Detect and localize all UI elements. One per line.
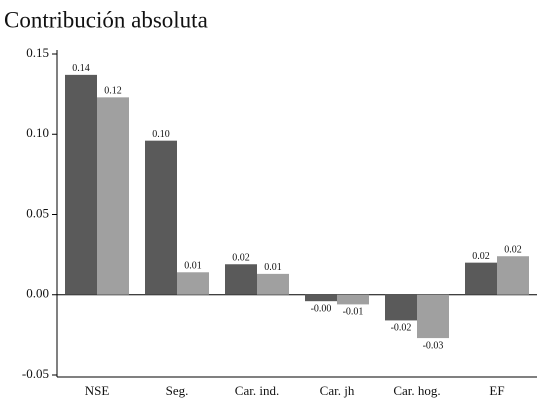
x-tick-label: Car. ind. — [235, 383, 279, 398]
value-label: -0.00 — [311, 303, 332, 314]
y-tick-label: 0.05 — [26, 205, 49, 220]
bar — [337, 294, 369, 305]
value-label: -0.01 — [343, 307, 364, 318]
bar — [257, 273, 289, 295]
bar — [465, 262, 497, 295]
value-label: 0.14 — [72, 63, 90, 74]
x-tick-label: Seg. — [166, 383, 189, 398]
chart-title: Contribución absoluta — [4, 7, 208, 32]
value-label: 0.02 — [504, 245, 522, 256]
y-tick-label: 0.15 — [26, 45, 49, 60]
value-label: -0.02 — [391, 323, 412, 334]
bar — [225, 264, 257, 295]
bar — [305, 294, 337, 302]
x-tick-label: Car. jh — [320, 383, 355, 398]
value-label: -0.03 — [423, 340, 444, 351]
y-tick-label: 0.00 — [26, 286, 49, 301]
bar — [97, 97, 129, 295]
value-label: 0.12 — [104, 86, 122, 97]
x-tick-label: Car. hog. — [393, 383, 440, 398]
bar — [385, 294, 417, 321]
value-label: 0.01 — [184, 261, 202, 272]
x-tick-label: EF — [489, 383, 504, 398]
bar — [177, 272, 209, 295]
y-tick-label: 0.10 — [26, 125, 49, 140]
bar — [497, 256, 529, 295]
value-label: 0.10 — [152, 129, 170, 140]
bar — [417, 294, 449, 339]
x-tick-label: NSE — [85, 383, 110, 398]
y-tick-label: -0.05 — [22, 366, 49, 381]
value-label: 0.02 — [232, 253, 250, 264]
value-label: 0.02 — [472, 251, 490, 262]
bar — [65, 74, 97, 295]
value-label: 0.01 — [264, 262, 282, 273]
bar — [145, 140, 177, 295]
